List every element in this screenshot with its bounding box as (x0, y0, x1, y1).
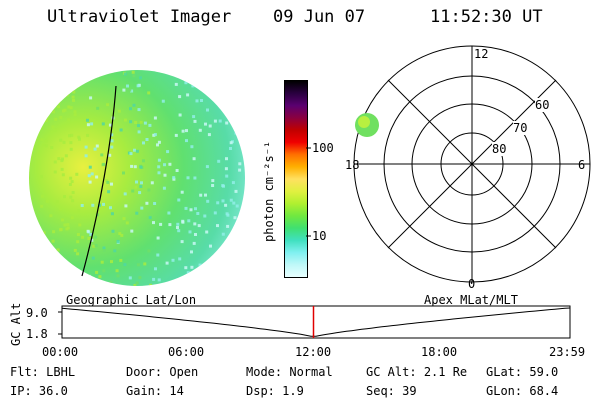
polar-lat-label-80: 80 (492, 142, 507, 156)
status-seq: Seq: 39 (366, 384, 417, 398)
timeline-xtick-2359: 23:59 (549, 345, 586, 359)
status-filter: Flt: LBHL (10, 365, 76, 379)
altitude-curve (61, 307, 571, 337)
timeline-xtick-0000: 00:00 (42, 345, 79, 359)
polar-mlt-label-12: 12 (474, 47, 489, 61)
timeline-xtick-0600: 06:00 (168, 345, 205, 359)
image-noise (40, 70, 242, 286)
polar-mlt-label-6: 6 (578, 158, 586, 172)
polar-mlt-label-18: 18 (345, 158, 360, 172)
status-door: Door: Open (126, 365, 199, 379)
timeline-xtick-1200: 12:00 (295, 345, 332, 359)
status-gc-alt: GC Alt: 2.1 Re (366, 365, 468, 379)
status-dsp: Dsp: 1.9 (246, 384, 304, 398)
timeline-xtick-1800: 18:00 (421, 345, 458, 359)
terminator-line (81, 85, 117, 277)
colorbar-tick-10: 10 (312, 229, 327, 243)
polar-aurora-core (358, 116, 370, 128)
instrument-title: Ultraviolet Imager (47, 7, 232, 27)
timeline-right-caption: Apex MLat/MLT (424, 293, 518, 307)
colorbar-gradient (285, 81, 307, 277)
status-glat: GLat: 59.0 (486, 365, 559, 379)
status-ip: IP: 36.0 (10, 384, 68, 398)
status-gain: Gain: 14 (126, 384, 184, 398)
polar-lat-label-60: 60 (535, 98, 550, 112)
timeline-ytick-bottom: 1.8 (26, 327, 48, 341)
timeline-ytick-top: 9.0 (26, 306, 48, 320)
status-mode: Mode: Normal (246, 365, 333, 379)
observation-date: 09 Jun 07 (273, 7, 366, 27)
polar-lat-label-70: 70 (513, 121, 528, 135)
polar-mlt-label-0: 0 (468, 277, 476, 291)
observation-time: 11:52:30 UT (430, 7, 543, 27)
polar-diagonal-2 (387, 79, 557, 249)
colorbar (284, 80, 308, 278)
timeline-left-caption: Geographic Lat/Lon (66, 293, 197, 307)
timeline-frame (61, 305, 571, 339)
colorbar-tick-100: 100 (312, 141, 334, 155)
status-glon: GLon: 68.4 (486, 384, 559, 398)
